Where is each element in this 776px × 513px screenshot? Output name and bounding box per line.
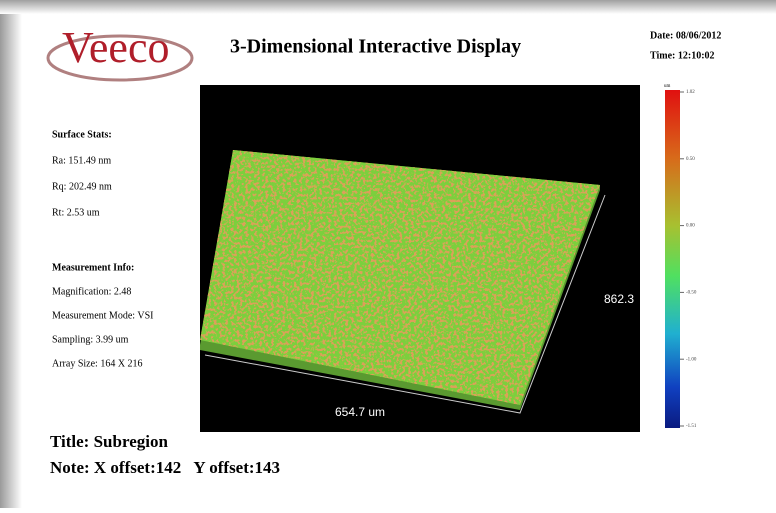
colorbar-unit: um [664, 84, 671, 89]
y-axis-label: 862.3 [604, 292, 634, 306]
colorbar-tick-label: -1.51 [686, 424, 697, 429]
stat-item: Rq: 202.49 nm [52, 181, 112, 192]
time: Time: 12:10:02 [650, 50, 715, 61]
date: Date: 08/06/2012 [650, 30, 721, 41]
page-edge [0, 0, 22, 508]
stat-item: Ra: 151.49 nm [52, 155, 111, 166]
footer-title: Title: Subregion [50, 432, 168, 451]
colorbar-tick-label: -0.50 [686, 291, 697, 296]
stat-item: Rt: 2.53 um [52, 207, 100, 218]
stats-heading: Surface Stats: [52, 129, 112, 140]
page-edge [0, 0, 776, 14]
footer-note: Note: X offset:142 Y offset:143 [50, 458, 280, 477]
colorbar-tick-label: 0.50 [686, 157, 695, 162]
colorbar-tick-label: 0.00 [686, 224, 695, 229]
info-item: Array Size: 164 X 216 [52, 358, 143, 369]
info-item: Magnification: 2.48 [52, 286, 131, 297]
logo: Veeco [62, 23, 170, 72]
colorbar [665, 90, 680, 428]
info-item: Measurement Mode: VSI [52, 310, 153, 321]
colorbar-tick-label: -1.00 [686, 357, 697, 362]
info-item: Sampling: 3.99 um [52, 334, 129, 345]
report-screen: Veeco 3-Dimensional Interactive Display … [0, 0, 776, 508]
title: 3-Dimensional Interactive Display [230, 36, 521, 58]
colorbar-tick-label: 1.02 [686, 90, 695, 95]
x-axis-label: 654.7 um [335, 405, 385, 419]
info-heading: Measurement Info: [52, 262, 134, 273]
